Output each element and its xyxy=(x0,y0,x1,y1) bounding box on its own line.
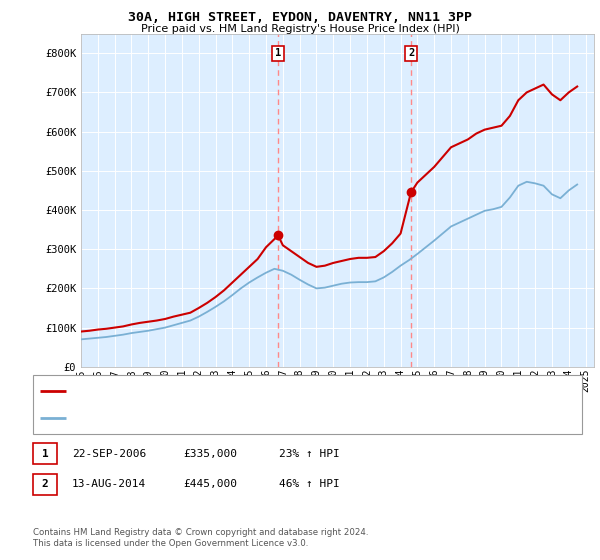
Text: 1: 1 xyxy=(275,48,281,58)
Text: Price paid vs. HM Land Registry's House Price Index (HPI): Price paid vs. HM Land Registry's House … xyxy=(140,24,460,34)
Text: £335,000: £335,000 xyxy=(183,449,237,459)
Text: 2: 2 xyxy=(408,48,414,58)
Text: 30A, HIGH STREET, EYDON, DAVENTRY, NN11 3PP: 30A, HIGH STREET, EYDON, DAVENTRY, NN11 … xyxy=(128,11,472,24)
Text: 46% ↑ HPI: 46% ↑ HPI xyxy=(279,479,340,489)
Text: Contains HM Land Registry data © Crown copyright and database right 2024.
This d: Contains HM Land Registry data © Crown c… xyxy=(33,528,368,548)
Text: HPI: Average price, detached house, West Northamptonshire: HPI: Average price, detached house, West… xyxy=(71,413,427,423)
Text: 22-SEP-2006: 22-SEP-2006 xyxy=(72,449,146,459)
Text: 1: 1 xyxy=(41,449,49,459)
Text: 23% ↑ HPI: 23% ↑ HPI xyxy=(279,449,340,459)
Text: 30A, HIGH STREET, EYDON, DAVENTRY, NN11 3PP (detached house): 30A, HIGH STREET, EYDON, DAVENTRY, NN11 … xyxy=(71,386,446,396)
Text: 13-AUG-2014: 13-AUG-2014 xyxy=(72,479,146,489)
Text: £445,000: £445,000 xyxy=(183,479,237,489)
Text: 2: 2 xyxy=(41,479,49,489)
